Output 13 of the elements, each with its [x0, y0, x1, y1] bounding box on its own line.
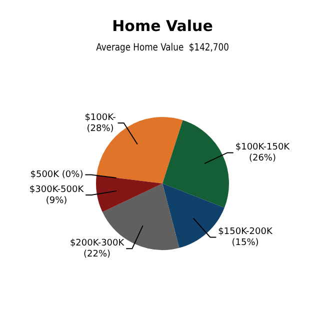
- slice-label: $300K-500K: [29, 184, 85, 195]
- slice-label: $100K-150K: [235, 142, 291, 153]
- data-label: (22%): [84, 249, 111, 260]
- slice-label: $150K-200K: [218, 227, 274, 238]
- data-label: (9%): [46, 196, 68, 206]
- legend-label: $500K (0%): [30, 170, 84, 180]
- data-label: (28%): [86, 124, 114, 134]
- chart-subtitle: Average Home Value $142,700: [96, 42, 230, 54]
- chart-title: Home Value: [112, 16, 213, 35]
- slice-label: $100K-: [84, 112, 116, 123]
- data-label: (26%): [248, 154, 276, 164]
- slice-label: $200K-300K: [70, 238, 126, 248]
- data-label: (15%): [232, 238, 259, 248]
